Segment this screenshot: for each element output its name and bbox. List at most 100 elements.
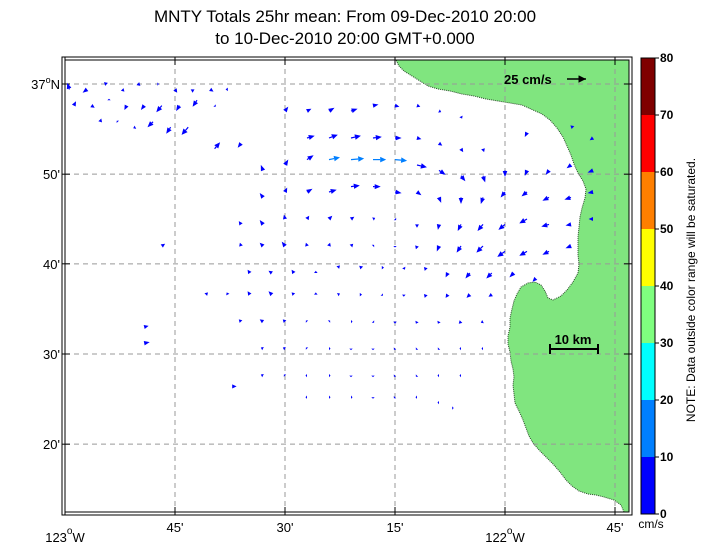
current-vector [327, 242, 331, 247]
colorbar-segment [641, 286, 655, 343]
current-vector [350, 183, 360, 189]
current-vector [541, 222, 550, 228]
current-vector [459, 175, 466, 182]
current-vector [306, 135, 315, 140]
current-vector [305, 215, 310, 221]
current-vector [283, 187, 288, 193]
current-vector [349, 216, 355, 221]
current-vector [173, 88, 178, 93]
current-vector [497, 250, 506, 257]
current-vector [416, 103, 421, 108]
colorbar-unit: cm/s [638, 517, 663, 531]
current-vector [166, 126, 172, 134]
lat-label-4: 20' [43, 437, 60, 452]
current-vector [305, 242, 309, 247]
current-vector [327, 320, 331, 323]
vector-field [66, 82, 595, 410]
current-vector [328, 107, 335, 113]
current-vector [214, 142, 221, 150]
current-vector [395, 135, 402, 141]
current-vector [259, 319, 265, 324]
current-vector [588, 216, 593, 222]
title-line-2: to 10-Dec-2010 20:00 GMT+0.000 [215, 29, 474, 48]
current-vector [476, 245, 484, 253]
current-vector [437, 141, 443, 146]
lon-label-0: 123oW [45, 526, 85, 545]
current-vector [226, 292, 230, 296]
current-vector [373, 156, 387, 163]
colorbar: 0 10 20 30 40 50 60 70 80 [640, 51, 674, 521]
current-vector [393, 246, 397, 248]
colorbar-tick-7: 70 [660, 108, 674, 122]
current-vector [136, 82, 141, 86]
current-vector [481, 346, 483, 351]
current-vector [565, 222, 572, 227]
current-vector [350, 134, 361, 140]
current-vector [477, 224, 484, 231]
current-vector [488, 292, 493, 297]
colorbar-segment [641, 343, 655, 400]
current-vector [415, 374, 419, 377]
colorbar-tick-6: 60 [660, 165, 674, 179]
lat-label-1: 50' [43, 167, 60, 182]
current-vector [380, 293, 383, 296]
saturation-note: NOTE: Data outside color range will be s… [684, 158, 698, 422]
current-vector [415, 347, 419, 350]
land-area [395, 60, 629, 512]
current-vector [291, 269, 296, 275]
colorbar-segment [641, 400, 655, 457]
current-vector [394, 157, 408, 163]
current-vector [532, 276, 538, 282]
current-vector [524, 169, 530, 176]
colorbar-segment [641, 172, 655, 229]
current-vector [336, 265, 340, 269]
current-vector [423, 293, 428, 298]
current-vector [213, 104, 216, 107]
scale-bar: 10 km [549, 332, 599, 354]
current-vector [521, 190, 528, 197]
current-vector [393, 321, 397, 324]
colorbar-segment [641, 457, 655, 514]
plot-frame-outer [61, 56, 633, 516]
current-vector [445, 293, 450, 298]
current-vector [423, 266, 428, 271]
longitude-labels: 123oW 45' 30' 15' 122oW 45' [45, 520, 623, 545]
current-vector [480, 319, 484, 324]
colorbar-tick-1: 10 [660, 450, 674, 464]
current-vector [306, 155, 314, 161]
current-vector [156, 105, 163, 113]
current-vector [225, 87, 228, 92]
current-vector [181, 126, 189, 135]
current-vector [437, 320, 441, 324]
current-vector [349, 243, 354, 248]
current-vector [542, 249, 550, 255]
current-vector [498, 223, 506, 230]
current-vector [260, 373, 264, 378]
current-vector [305, 347, 309, 350]
current-vector [329, 395, 331, 399]
current-vector [238, 221, 243, 226]
current-vector [465, 272, 472, 279]
current-vector [351, 395, 353, 399]
current-vector [416, 135, 422, 141]
scale-bar-label: 10 km [555, 332, 592, 347]
current-vector [237, 142, 243, 148]
current-vector [143, 341, 150, 346]
current-vector [486, 272, 493, 279]
current-vector [519, 218, 528, 224]
reference-vector: 25 cm/s [504, 72, 586, 87]
current-vector [239, 242, 243, 247]
current-vector [589, 136, 595, 141]
current-vector [458, 320, 463, 324]
current-vector [282, 346, 286, 351]
current-vector [415, 320, 419, 324]
current-vector [393, 347, 397, 350]
colorbar-segment [641, 229, 655, 286]
current-vector [124, 104, 129, 110]
current-vector [314, 270, 318, 273]
colorbar-segment [641, 58, 655, 115]
current-vector [372, 135, 382, 141]
colorbar-tick-4: 40 [660, 279, 674, 293]
current-vector [587, 168, 594, 173]
current-vector [371, 244, 375, 248]
